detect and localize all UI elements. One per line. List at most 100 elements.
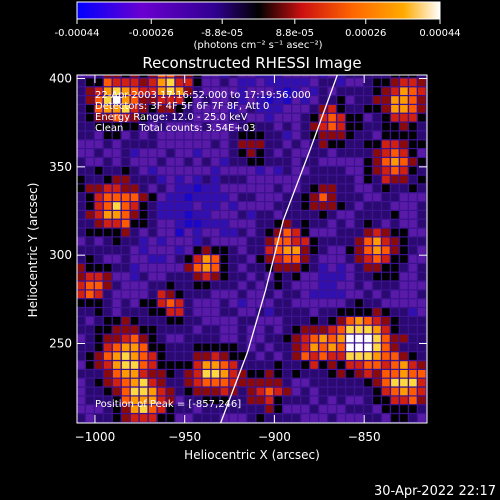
heatmap-cell [400, 272, 408, 281]
heatmap-cell [86, 387, 94, 396]
heatmap-cell [103, 370, 112, 378]
heatmap-cell [247, 87, 256, 95]
colorbar-tick-label: -8.8e-05 [201, 28, 243, 39]
heatmap-cell [292, 202, 300, 210]
heatmap-cell [418, 228, 426, 237]
heatmap-cell [355, 264, 363, 272]
heatmap-cell [319, 87, 327, 95]
heatmap-cell [274, 352, 282, 360]
heatmap-cell [418, 308, 426, 316]
colorbar-units: (photons cm⁻² s⁻¹ asec⁻²) [193, 40, 322, 51]
heatmap-cell [283, 202, 291, 210]
heatmap-cell [148, 361, 157, 369]
heatmap-cell [229, 113, 238, 122]
heatmap-cell [121, 281, 130, 290]
heatmap-cell [148, 370, 157, 378]
heatmap-cell [229, 158, 238, 166]
heatmap-cell [364, 202, 372, 210]
heatmap-cell [265, 378, 274, 387]
heatmap-cell [355, 281, 363, 290]
heatmap-cell [103, 140, 112, 148]
heatmap-cell [112, 87, 121, 95]
heatmap-cell [139, 378, 148, 387]
heatmap-cell [112, 352, 121, 360]
heatmap-cell [292, 246, 300, 254]
heatmap-cell [166, 378, 175, 387]
heatmap-cell [148, 272, 157, 281]
heatmap-cell [391, 237, 399, 246]
heatmap-cell [373, 149, 381, 157]
heatmap-cell [103, 405, 112, 413]
heatmap-cell [86, 158, 94, 166]
heatmap-cell [346, 175, 354, 184]
heatmap-cell [103, 122, 112, 131]
heatmap-cell [355, 140, 363, 148]
heatmap-cell [328, 325, 336, 334]
heatmap-cell [94, 113, 103, 122]
heatmap-cell [409, 105, 417, 113]
heatmap-cell [337, 211, 345, 219]
heatmap-cell [283, 166, 291, 175]
heatmap-cell [86, 414, 94, 422]
heatmap-cell [346, 96, 354, 104]
heatmap-cell [121, 246, 130, 254]
heatmap-cell [175, 158, 184, 166]
heatmap-cell [274, 96, 282, 104]
heatmap-cell [166, 317, 175, 325]
heatmap-cell [319, 299, 327, 307]
heatmap-cell [166, 184, 175, 193]
heatmap-cell [391, 281, 399, 290]
heatmap-cell [319, 378, 327, 387]
heatmap-cell [400, 96, 408, 104]
heatmap-cell [157, 264, 166, 272]
heatmap-cell [274, 158, 282, 166]
heatmap-cell [328, 361, 336, 369]
heatmap-cell [310, 414, 318, 422]
heatmap-cell [400, 361, 408, 369]
heatmap-cell [175, 343, 184, 352]
heatmap-cell [77, 255, 85, 263]
heatmap-cell [382, 237, 390, 246]
heatmap-cell [301, 378, 309, 387]
heatmap-cell [355, 325, 363, 334]
heatmap-cell [157, 75, 166, 78]
heatmap-cell [148, 352, 157, 360]
heatmap-cell [103, 352, 112, 360]
heatmap-cell [364, 343, 372, 352]
heatmap-cell [310, 122, 318, 131]
heatmap-cell [148, 158, 157, 166]
heatmap-cell [139, 96, 148, 104]
heatmap-cell [202, 308, 211, 316]
heatmap-cell [103, 211, 112, 219]
heatmap-cell [265, 396, 274, 405]
heatmap-cell [86, 396, 94, 405]
heatmap-cell [364, 325, 372, 334]
heatmap-cell [238, 140, 247, 148]
heatmap-cell [130, 281, 139, 290]
heatmap-cell [409, 378, 417, 387]
heatmap-cell [157, 290, 166, 299]
heatmap-cell [157, 396, 166, 405]
heatmap-cell [112, 325, 121, 334]
heatmap-cell [193, 131, 202, 140]
heatmap-cell [130, 396, 139, 405]
heatmap-cell [184, 96, 193, 104]
heatmap-cell [166, 290, 175, 299]
heatmap-cell [184, 343, 193, 352]
heatmap-cell [238, 87, 247, 95]
heatmap-cell [220, 87, 229, 95]
heatmap-cell [86, 87, 94, 95]
heatmap-cell [139, 87, 148, 95]
heatmap-cell [86, 281, 94, 290]
heatmap-cell [364, 317, 372, 325]
heatmap-cell [391, 219, 399, 228]
heatmap-cell [292, 78, 300, 87]
heatmap-cell [202, 96, 211, 104]
heatmap-cell [274, 299, 282, 307]
heatmap-cell [157, 272, 166, 281]
heatmap-cell [364, 149, 372, 157]
y-tick-label: 250 [49, 337, 72, 351]
heatmap-cell [409, 325, 417, 334]
heatmap-cell [211, 175, 220, 184]
heatmap-cell [103, 75, 112, 78]
